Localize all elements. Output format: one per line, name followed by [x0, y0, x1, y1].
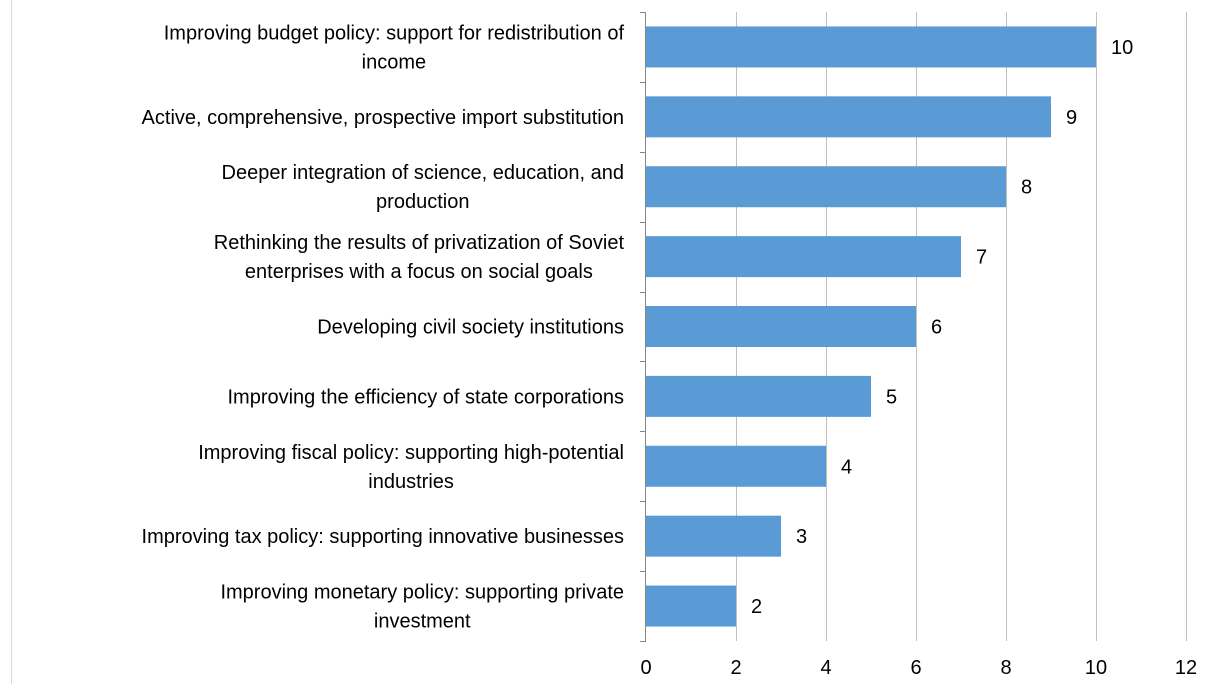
- category-label: Deeper integration of science, education…: [222, 162, 625, 213]
- data-label: 8: [1021, 177, 1032, 199]
- bar: [646, 26, 1096, 68]
- category-label-line: Improving monetary policy: supporting pr…: [220, 582, 624, 604]
- category-label-line: Deeper integration of science, education…: [222, 162, 625, 184]
- category-label-line: Improving the efficiency of state corpor…: [227, 386, 624, 408]
- category-label: Active, comprehensive, prospective impor…: [142, 107, 624, 129]
- category-label: Rethinking the results of privatization …: [214, 232, 625, 283]
- bar: [646, 166, 1006, 208]
- x-tick-label: 0: [640, 657, 651, 679]
- category-label-line: Improving tax policy: supporting innovat…: [142, 526, 624, 548]
- category-label: Developing civil society institutions: [317, 317, 624, 339]
- category-label-line: Rethinking the results of privatization …: [214, 232, 625, 254]
- data-label: 2: [751, 596, 762, 618]
- category-label: Improving fiscal policy: supporting high…: [198, 442, 624, 493]
- data-labels: 10 9 8 7 6 5 4 3 2: [751, 37, 1133, 618]
- bar: [646, 515, 781, 557]
- data-label: 5: [886, 386, 897, 408]
- bar: [646, 445, 826, 487]
- x-tick-labels: 0 2 4 6 8 10 12: [640, 657, 1197, 679]
- x-tick-label: 6: [910, 657, 921, 679]
- bar: [646, 96, 1051, 138]
- category-label-line: industries: [368, 471, 454, 493]
- bar: [646, 585, 736, 627]
- category-label-line: income: [362, 51, 426, 73]
- x-tick-label: 2: [730, 657, 741, 679]
- bars: [646, 26, 1096, 627]
- category-label: Improving monetary policy: supporting pr…: [220, 582, 624, 633]
- category-label-line: Improving fiscal policy: supporting high…: [198, 442, 624, 464]
- x-tick-label: 10: [1085, 657, 1107, 679]
- x-tick-label: 4: [820, 657, 831, 679]
- category-label-line: enterprises with a focus on social goals: [245, 261, 593, 283]
- x-tick-label: 8: [1000, 657, 1011, 679]
- category-label-line: Improving budget policy: support for red…: [164, 22, 625, 44]
- data-label: 9: [1066, 107, 1077, 129]
- x-tick-label: 12: [1175, 657, 1197, 679]
- data-label: 10: [1111, 37, 1133, 59]
- category-label: Improving the efficiency of state corpor…: [227, 386, 624, 408]
- bar: [646, 375, 871, 417]
- category-label-line: Active, comprehensive, prospective impor…: [142, 107, 624, 129]
- category-label-line: investment: [374, 611, 471, 633]
- data-label: 4: [841, 456, 852, 478]
- category-label-line: production: [376, 191, 469, 213]
- bar: [646, 236, 961, 278]
- chart-frame: [11, 0, 1206, 684]
- data-label: 3: [796, 526, 807, 548]
- category-labels: Improving budget policy: support for red…: [142, 22, 625, 632]
- category-label-line: Developing civil society institutions: [317, 317, 624, 339]
- data-label: 7: [976, 247, 987, 269]
- category-axis: [640, 12, 646, 642]
- bar: [646, 306, 916, 347]
- category-label: Improving budget policy: support for red…: [164, 22, 625, 73]
- category-label: Improving tax policy: supporting innovat…: [142, 526, 624, 548]
- data-label: 6: [931, 317, 942, 339]
